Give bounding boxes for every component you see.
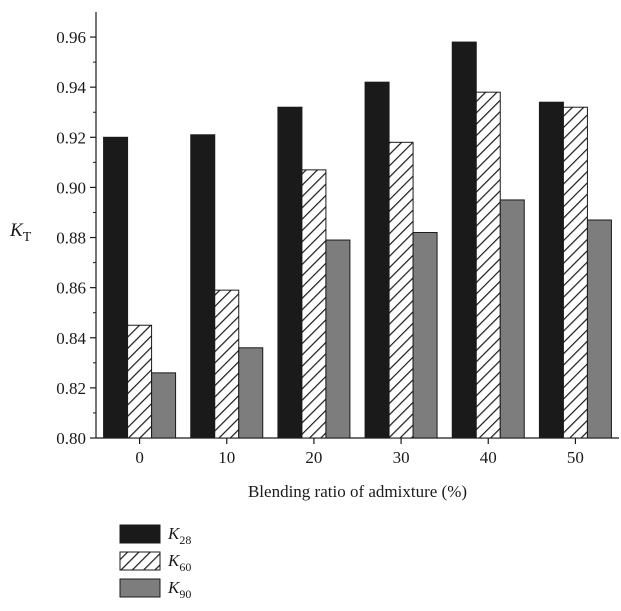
y-tick-label: 0.90: [56, 178, 86, 197]
legend-label-k90: K90: [167, 578, 191, 601]
bar-k90-50: [586, 219, 612, 439]
y-tick-label: 0.94: [56, 78, 86, 97]
legend-label-k60-sub: 60: [179, 560, 191, 574]
bar-k90-10: [238, 347, 264, 439]
y-tick-label: 0.88: [56, 229, 86, 248]
y-axis-label: KT: [9, 220, 32, 245]
legend-label-k28: K28: [167, 524, 191, 547]
bar-k90-40: [499, 199, 525, 439]
legend-label-k60: K60: [167, 551, 191, 574]
x-tick-label: 40: [480, 448, 497, 467]
y-tick-label: 0.86: [56, 279, 86, 298]
y-tick-label: 0.82: [56, 379, 86, 398]
bar-k60-20: [301, 169, 327, 439]
y-tick-label: 0.84: [56, 329, 86, 348]
y-axis-label-sub: T: [23, 230, 32, 245]
labels-layer: 0.80 0.82 0.84 0.86 0.88 0.90 0.92 0.94 0.96 0 10 2…: [9, 28, 584, 501]
x-tick-label: 50: [567, 448, 584, 467]
x-axis-label: Blending ratio of admixture (%): [248, 482, 467, 501]
legend-label-k90-main: K: [167, 578, 181, 597]
y-tick-label: 0.96: [56, 28, 86, 47]
x-tick-label: 30: [393, 448, 410, 467]
bar-k60-30: [388, 141, 414, 439]
legend-label-k90-sub: 90: [179, 587, 191, 601]
legend-label-k28-main: K: [167, 524, 181, 543]
bar-k60-50: [562, 106, 588, 439]
y-tick-label: 0.92: [56, 128, 86, 147]
x-tick-label: 10: [218, 448, 235, 467]
bar-k90-30: [412, 232, 438, 439]
axes-layer: [90, 12, 619, 444]
legend-label-k28-sub: 28: [179, 533, 191, 547]
bar-k90-20: [325, 239, 351, 439]
y-axis-label-main: K: [9, 220, 24, 241]
bar-k28-10: [190, 134, 216, 439]
x-tick-label: 0: [135, 448, 144, 467]
x-tick-label: 20: [305, 448, 322, 467]
bar-k60-10: [214, 289, 240, 439]
bar-k28-20: [277, 106, 303, 439]
bar-k28-50: [538, 101, 564, 439]
y-tick-label: 0.80: [56, 429, 86, 448]
legend-swatch-k60: [119, 551, 161, 571]
bars-layer: [103, 41, 612, 439]
legend-label-k60-main: K: [167, 551, 181, 570]
bar-k28-40: [451, 41, 477, 439]
bar-k60-0: [127, 324, 153, 439]
legend-swatch-k90: [119, 578, 161, 598]
legend-swatch-k28: [119, 524, 161, 544]
bar-k60-40: [475, 91, 501, 439]
bar-k90-0: [151, 372, 177, 439]
bar-k28-0: [103, 136, 129, 439]
bar-k28-30: [364, 81, 390, 439]
